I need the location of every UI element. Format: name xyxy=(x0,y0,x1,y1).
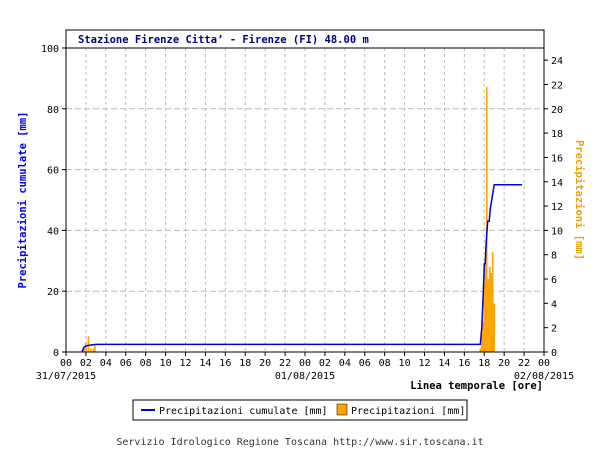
precipitation-bar xyxy=(488,266,491,352)
precipitation-bar xyxy=(87,336,90,352)
grid-lines xyxy=(66,48,544,352)
y-right-tick-label: 24 xyxy=(551,56,563,67)
precipitation-bar xyxy=(493,303,496,352)
x-tick-label: 00 xyxy=(538,358,550,369)
x-date-label: 02/08/2015 xyxy=(514,371,574,382)
x-tick-label: 00 xyxy=(60,358,72,369)
precipitation-bar xyxy=(85,342,87,352)
x-tick-label: 20 xyxy=(259,358,271,369)
precipitation-bar xyxy=(485,86,488,353)
y-left-tick-label: 40 xyxy=(47,226,59,237)
x-tick-label: 02 xyxy=(80,358,92,369)
precipitation-bar xyxy=(83,348,85,352)
footer-credit: Servizio Idrologico Regione Toscana http… xyxy=(116,437,483,448)
x-tick-label: 22 xyxy=(279,358,291,369)
x-tick-label: 14 xyxy=(438,358,450,369)
precipitation-bar xyxy=(483,272,486,352)
y-axis-right-label: Precipitazioni [mm] xyxy=(573,140,585,260)
legend-bars-label: Precipitazioni [mm] xyxy=(351,406,465,417)
y-right-tick-label: 20 xyxy=(551,105,563,116)
y-left-tick-label: 20 xyxy=(47,287,59,298)
y-right-tick-label: 12 xyxy=(551,202,563,213)
precipitation-bar xyxy=(491,252,494,352)
precipitation-bar xyxy=(94,344,96,352)
legend-bars-swatch xyxy=(336,403,348,416)
cumulative-precipitation-line xyxy=(81,184,523,353)
precipitation-bar xyxy=(482,321,485,352)
x-date-label: 31/07/2015 xyxy=(36,371,96,382)
y-right-tick-label: 0 xyxy=(551,348,557,359)
x-tick-label: 02 xyxy=(319,358,331,369)
y-right-tick-label: 8 xyxy=(551,251,557,262)
precipitation-bar xyxy=(480,333,483,352)
chart-title: Stazione Firenze Citta’ - Firenze (FI) 4… xyxy=(78,34,369,46)
y-left-tick-label: 60 xyxy=(47,166,59,177)
x-tick-label: 12 xyxy=(179,358,191,369)
x-tick-label: 08 xyxy=(379,358,391,369)
x-tick-label: 00 xyxy=(299,358,311,369)
y-right-tick-label: 10 xyxy=(551,226,563,237)
precipitation-bar xyxy=(484,260,487,352)
x-tick-label: 04 xyxy=(100,358,112,369)
cumulative-line-layer xyxy=(81,184,523,353)
precipitation-bar xyxy=(487,279,490,352)
x-tick-label: 18 xyxy=(239,358,251,369)
x-tick-label: 06 xyxy=(120,358,132,369)
precipitation-bar xyxy=(90,348,92,352)
y-left-tick-label: 0 xyxy=(53,348,59,359)
legend: Precipitazioni cumulate [mm] Precipitazi… xyxy=(132,399,468,421)
precipitation-bar xyxy=(479,348,482,352)
legend-cumulative-label: Precipitazioni cumulate [mm] xyxy=(159,406,328,417)
y-left-tick-label: 100 xyxy=(41,44,59,55)
x-tick-label: 14 xyxy=(199,358,211,369)
x-tick-label: 16 xyxy=(219,358,231,369)
y-right-tick-label: 18 xyxy=(551,129,563,140)
x-tick-label: 10 xyxy=(160,358,172,369)
axes: 00 02 04 06 08 10 12 14 16 18 20 22 00 02 04 06 08 10 12 14… xyxy=(36,44,574,382)
precipitation-bar xyxy=(490,272,493,352)
y-right-tick-label: 22 xyxy=(551,80,563,91)
x-tick-label: 10 xyxy=(399,358,411,369)
y-left-tick-label: 80 xyxy=(47,105,59,116)
x-date-label: 01/08/2015 xyxy=(275,371,335,382)
precipitation-bar xyxy=(92,348,95,352)
x-axis-label: Linea temporale [ore] xyxy=(410,380,543,392)
x-tick-label: 16 xyxy=(458,358,470,369)
x-tick-label: 12 xyxy=(418,358,430,369)
y-right-tick-label: 6 xyxy=(551,275,557,286)
y-right-tick-label: 16 xyxy=(551,153,563,164)
x-tick-label: 18 xyxy=(478,358,490,369)
x-tick-label: 06 xyxy=(359,358,371,369)
x-tick-label: 08 xyxy=(140,358,152,369)
x-tick-label: 04 xyxy=(339,358,351,369)
legend-box xyxy=(132,399,468,421)
precipitation-bars xyxy=(83,86,496,353)
x-tick-label: 22 xyxy=(518,358,530,369)
y-right-tick-label: 4 xyxy=(551,299,557,310)
x-tick-label: 20 xyxy=(498,358,510,369)
y-right-tick-label: 14 xyxy=(551,178,563,189)
title-box xyxy=(65,29,545,49)
y-axis-left-label: Precipitazioni cumulate [mm] xyxy=(17,111,29,288)
y-right-tick-label: 2 xyxy=(551,324,557,335)
